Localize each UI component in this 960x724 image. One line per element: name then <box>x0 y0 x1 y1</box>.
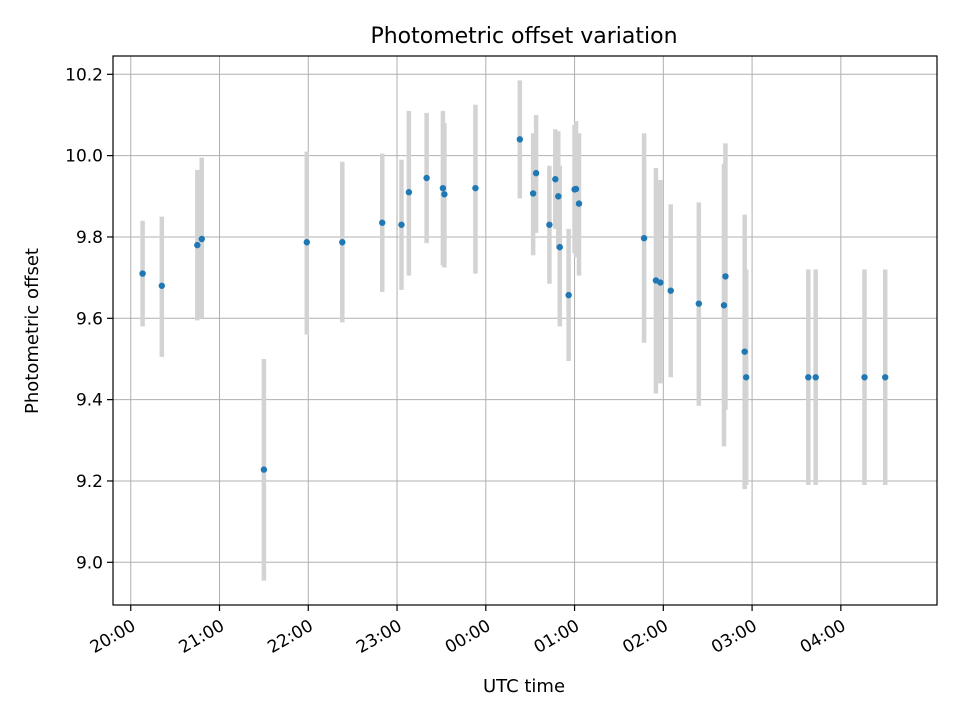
data-point <box>565 291 572 299</box>
grid-layer <box>113 56 937 605</box>
chart-title: Photometric offset variation <box>370 24 677 49</box>
data-point <box>572 185 580 193</box>
plot-frame <box>112 55 938 606</box>
data-point <box>139 270 146 277</box>
data-point <box>812 374 819 381</box>
data-point <box>741 348 748 355</box>
y-tick-label: 9.6 <box>76 309 103 329</box>
y-tick-label: 10.2 <box>65 65 103 85</box>
data-point <box>260 466 268 473</box>
data-point <box>303 239 310 246</box>
data-point <box>158 282 166 289</box>
data-point <box>556 243 563 251</box>
data-point <box>198 235 205 243</box>
data-point <box>339 239 346 246</box>
data-point <box>441 191 448 198</box>
data-point <box>882 374 889 381</box>
data-point <box>552 176 559 183</box>
data-point <box>529 190 537 197</box>
data-point <box>575 200 583 207</box>
data-point <box>546 221 553 228</box>
y-axis-label: Photometric offset <box>22 248 43 414</box>
x-axis-label: UTC time <box>483 676 565 697</box>
data-point <box>805 374 812 381</box>
data-point <box>555 193 562 200</box>
y-tick-label: 9.2 <box>76 472 103 492</box>
y-tick-label: 9.0 <box>76 553 103 573</box>
y-tick-label: 10.0 <box>65 147 103 167</box>
data-point <box>379 219 386 226</box>
y-tick-label: 9.4 <box>76 391 103 411</box>
data-point <box>667 287 674 294</box>
data-point <box>640 234 648 242</box>
data-point <box>423 174 430 182</box>
data-point <box>194 241 201 249</box>
data-point <box>516 136 524 143</box>
data-point <box>472 184 479 192</box>
data-point <box>861 374 868 381</box>
y-axis-ticks: 9.0 9.2 9.4 9.6 9.8 10.0 10.2 <box>65 65 113 573</box>
data-point <box>722 273 729 280</box>
data-point <box>398 221 405 228</box>
data-point <box>695 300 703 307</box>
data-point <box>720 302 728 309</box>
data-point <box>742 374 750 381</box>
y-tick-label: 9.8 <box>76 228 103 248</box>
data-point <box>439 184 447 192</box>
data-point <box>532 169 540 177</box>
data-point <box>405 189 413 196</box>
point-layer <box>139 136 889 473</box>
data-point <box>657 279 664 286</box>
